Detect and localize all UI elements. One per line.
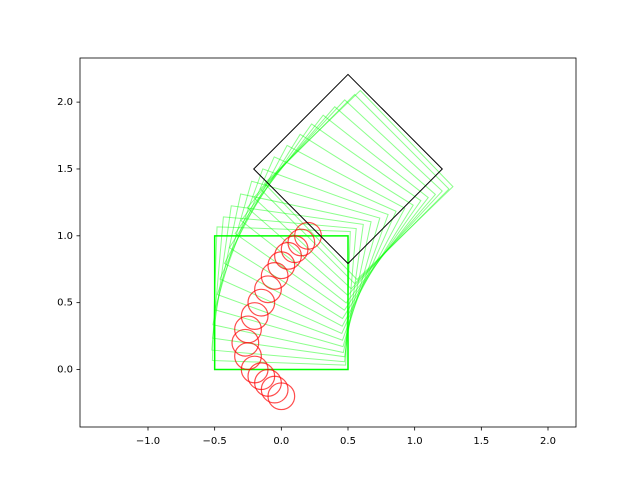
x-tick-label: −1.0 — [136, 436, 160, 447]
object-pose — [211, 226, 351, 366]
x-tick-label: 2.0 — [540, 436, 556, 447]
pusher-position — [287, 228, 316, 257]
plot-area — [211, 73, 454, 411]
pusher-position — [231, 328, 260, 357]
object-pose — [214, 180, 381, 348]
x-tick-label: −0.5 — [203, 436, 227, 447]
object-pose — [219, 156, 397, 335]
object-pose — [240, 114, 429, 304]
pusher-position — [247, 362, 276, 391]
object-pose — [253, 99, 443, 290]
pusher-position — [234, 315, 262, 344]
y-tick-label: 1.5 — [57, 164, 73, 175]
x-tick-label: 0.0 — [273, 436, 289, 447]
target-pose — [253, 73, 443, 265]
object-pose — [234, 123, 422, 311]
object-pose — [211, 216, 357, 363]
object-pose — [228, 133, 414, 320]
pusher-position — [240, 355, 269, 384]
x-tick-label: 1.5 — [473, 436, 489, 447]
object-pose — [259, 93, 450, 285]
axes-frame — [79, 57, 577, 428]
object-pose — [212, 205, 364, 358]
x-tick-label: 0.5 — [340, 436, 356, 447]
y-tick-label: 1.0 — [57, 231, 73, 242]
object-pose — [246, 106, 437, 297]
object-pose — [213, 235, 349, 371]
object-pose — [212, 193, 372, 354]
object-pose — [223, 144, 406, 327]
pusher-position — [294, 221, 322, 250]
object-pose — [263, 89, 454, 281]
pusher-position — [240, 302, 269, 330]
pusher-position — [267, 251, 296, 280]
x-tick-label: 1.0 — [407, 436, 423, 447]
y-tick-label: 2.0 — [57, 97, 73, 108]
y-tick-label: 0.5 — [57, 298, 73, 309]
object-pose — [216, 168, 389, 341]
y-tick-label: 0.0 — [57, 365, 73, 376]
pusher-position — [260, 261, 289, 290]
pusher-position — [247, 288, 276, 317]
pusher-position — [254, 275, 282, 304]
